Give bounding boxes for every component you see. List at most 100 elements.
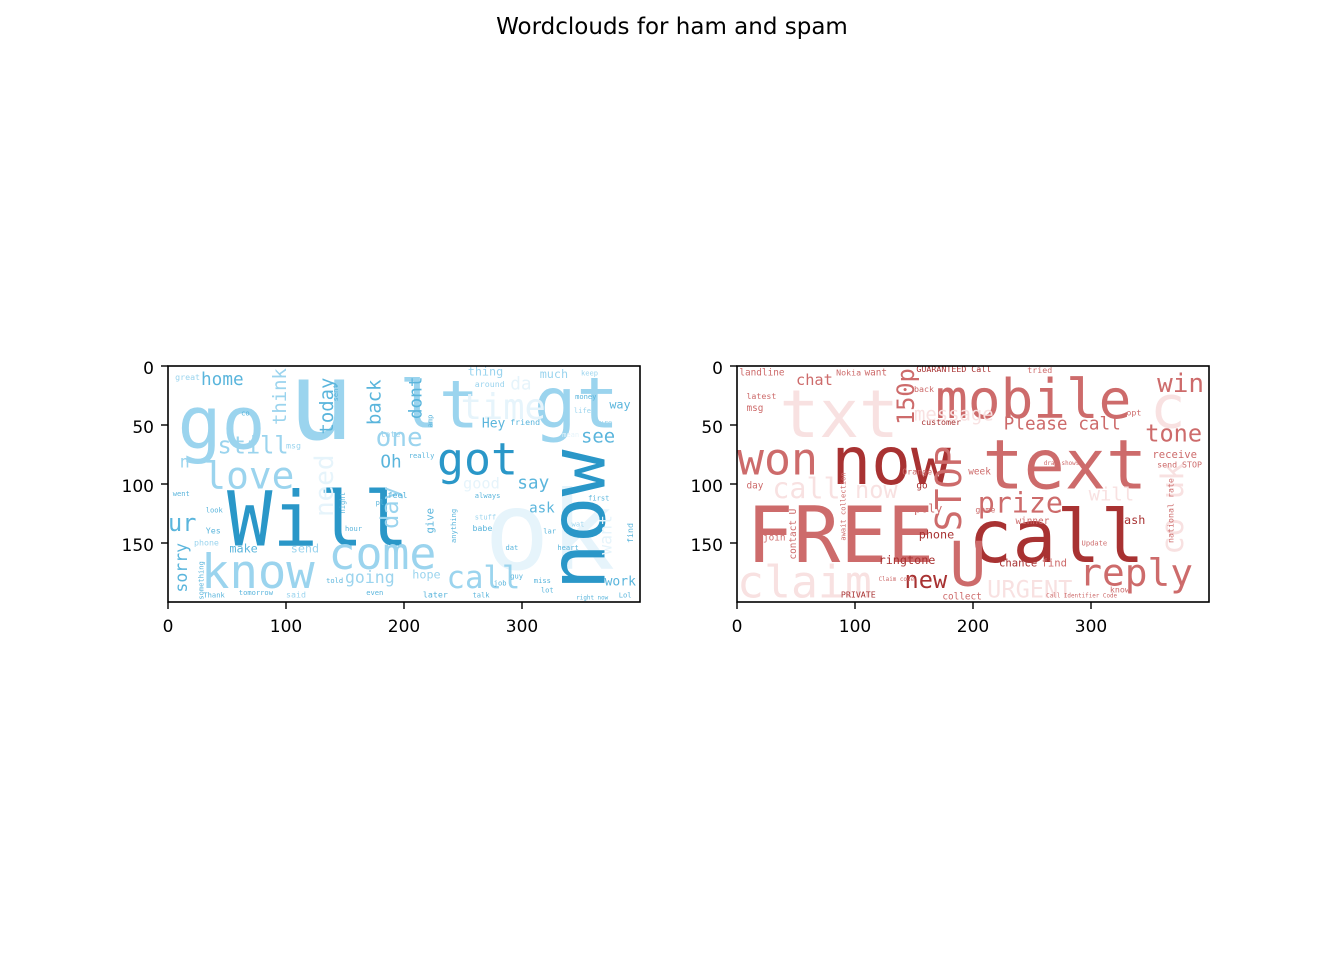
ham-word: lt [399,366,479,443]
spam-word: msg [746,403,763,414]
x-tick-label: 100 [270,617,302,637]
ham-word: n [180,452,190,471]
spam-word: chat [796,371,833,389]
spam-word: win [1157,369,1204,399]
spam-word: call [968,495,1144,580]
ham-word: still [218,431,289,459]
ham-word: work [605,574,636,589]
spam-word: await collection [839,472,848,540]
ham-word: got [437,433,518,486]
ham-word: dat [505,543,518,552]
spam-word: join [763,533,786,544]
spam-word: latest [746,391,776,401]
spam-word: co uk [1156,462,1191,555]
spam-word: landline [739,367,785,378]
spam-word: Orange [902,467,932,477]
ham-word: much [540,367,568,381]
spam-word: Claim code [879,577,915,583]
spam-word: draw shows [1044,461,1079,467]
spam-word: URGENT [987,575,1072,603]
spam-word: now [855,476,898,504]
ham-word: think [269,368,291,425]
ham-word: come [328,527,436,580]
spam-word: national rate [1166,478,1176,543]
spam-word: U [949,529,986,600]
spam-word: game [975,504,995,514]
spam-word: STOP [929,446,970,531]
spam-word: know [1110,585,1130,595]
ham-word: call [446,561,520,596]
spam-word: Nokia [836,367,861,377]
ham-word: around [475,379,505,389]
spam-word: find [1041,558,1067,570]
ham-word: msg [286,441,301,451]
spam-word: receive [1152,449,1197,461]
ham-word: life [574,406,591,415]
y-tick-label: 0 [712,359,723,379]
ham-word: u [288,338,353,465]
ham-word: back [363,379,385,425]
ham-word: feel [387,490,407,500]
x-tick-label: 100 [839,617,871,637]
ham-word: always [475,491,501,500]
spam-image-background [737,366,1209,602]
ham-word: go [177,382,265,467]
spam-word: chance [999,558,1037,570]
ham-word: going [345,568,395,587]
ham-word: make [229,541,257,555]
spam-word: Call Identifier Code [1046,593,1117,599]
ham-word: tomorrow [239,588,274,597]
ham-word: today [316,378,338,435]
spam-word: FREE [746,491,934,581]
ham-word: late [380,429,400,439]
spam-word: tone [1145,420,1202,448]
ham-word: one [376,423,423,453]
ham-word: anything [449,509,458,543]
x-tick-label: 200 [388,617,420,637]
y-tick-label: 100 [691,477,723,497]
ham-word: hour [345,524,362,533]
spam-word: will [1089,484,1135,506]
spam-word: opt [1126,408,1141,418]
spam-word: back [914,384,934,394]
ham-word: good [463,475,500,493]
spam-word: prize [978,486,1063,519]
ham-word: guy [510,571,523,580]
ham-word: look [206,505,224,514]
spam-word: reply [1079,550,1193,594]
ham-word: way [609,397,630,411]
ham-word: really [409,451,435,460]
spam-word: claim [737,555,872,608]
ham-word: sent [331,384,340,401]
ham-word: dont [407,376,427,419]
x-tick-label: 0 [732,617,743,637]
ham-word: talk [472,590,490,599]
ham-word: say [517,474,549,494]
spam-word: Update [1082,538,1108,547]
spam-word: customer [921,417,961,427]
ham-word: send [291,541,319,555]
ham-image-background [168,366,640,602]
ham-word: da [510,375,531,395]
spam-word: c [1150,372,1186,441]
ham-word: thing [468,364,504,378]
ham-word: co [241,409,250,418]
spam-word: send STOP [1157,459,1202,469]
spam-word: collect [942,592,982,603]
spam-word: message [914,403,994,425]
ham-word: lot [541,586,554,595]
spam-word: week [968,467,991,478]
ham-word: night [338,492,347,513]
ham-word: amp [425,415,434,428]
ham-word: wat [572,519,585,528]
ham-word: ok [484,468,615,595]
ham-word: Oh [380,452,401,472]
x-tick-label: 0 [163,617,174,637]
y-tick-label: 0 [143,359,154,379]
ham-word: sorry [172,543,191,593]
spam-word: Please call [1004,415,1121,435]
ham-word: give [425,508,437,534]
